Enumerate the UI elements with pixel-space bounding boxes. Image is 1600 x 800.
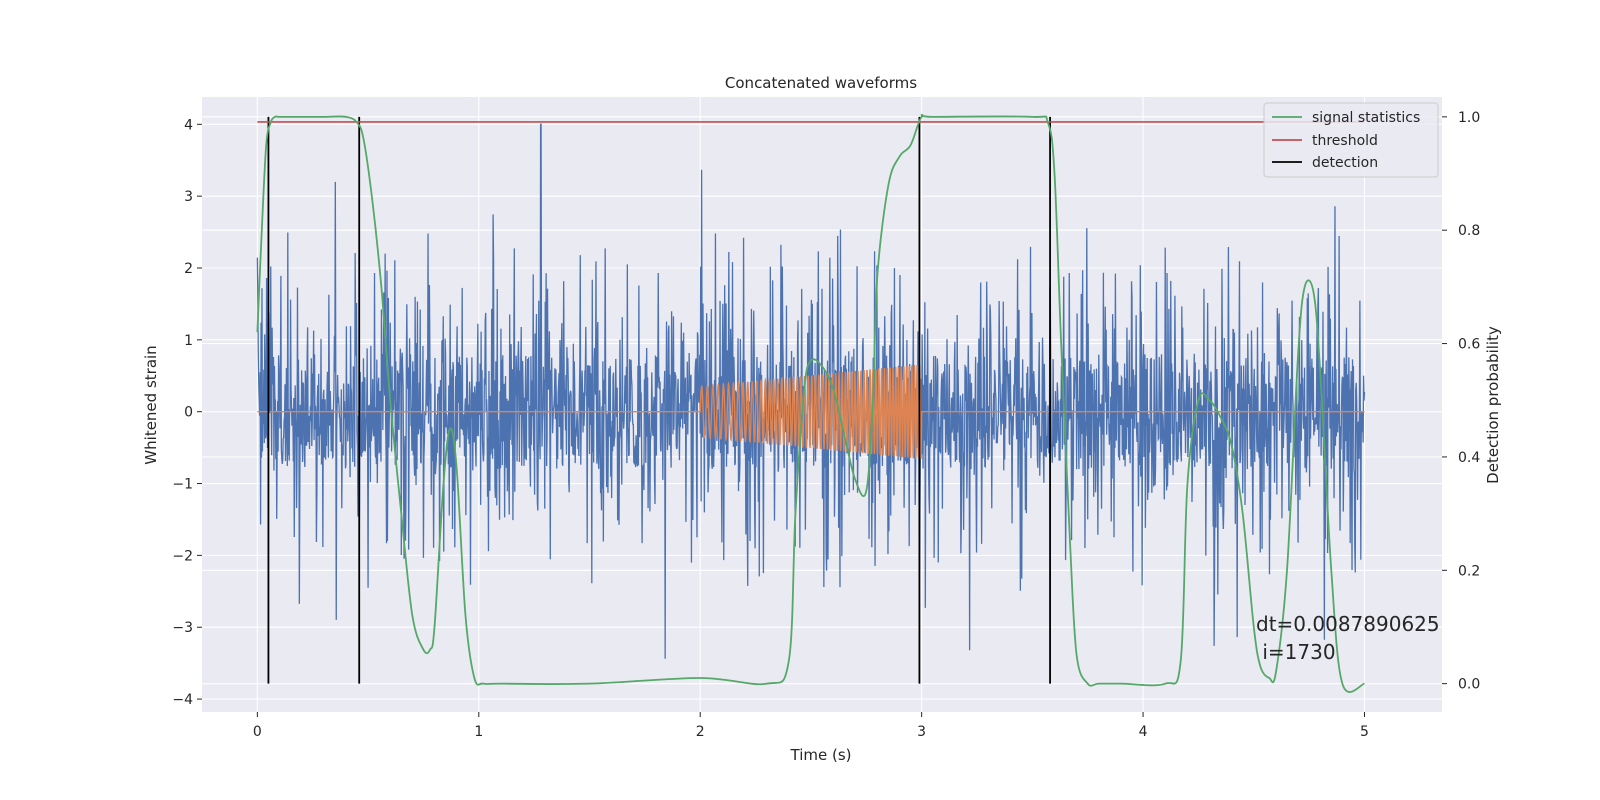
- annotation-index: i=1730: [1256, 640, 1336, 664]
- x-tick-label: 0: [253, 724, 262, 740]
- y-axis-ticks: −4 −3 −2 −1 0 1 2 3 4: [172, 117, 202, 708]
- legend-label-threshold: threshold: [1312, 133, 1378, 149]
- x-axis-label: Time (s): [790, 746, 852, 764]
- annotation-dt: dt=0.0087890625: [1256, 612, 1440, 636]
- legend: signal statistics threshold detection: [1263, 102, 1439, 178]
- legend-label-detection: detection: [1312, 155, 1378, 171]
- legend-box: [1263, 102, 1439, 178]
- y2-tick-label: 0.0: [1458, 677, 1480, 693]
- y-tick-label: 2: [184, 261, 193, 277]
- y2-axis-ticks: 0.0 0.2 0.4 0.6 0.8 1.0: [1442, 110, 1480, 693]
- x-tick-label: 4: [1139, 724, 1148, 740]
- y2-axis-label: Detection probability: [1484, 326, 1502, 484]
- y2-tick-label: 1.0: [1458, 110, 1480, 126]
- x-tick-label: 1: [474, 724, 483, 740]
- x-tick-label: 5: [1360, 724, 1369, 740]
- x-axis-ticks: 0 1 2 3 4 5: [253, 712, 1369, 740]
- signal-statistics-series: [256, 113, 1365, 693]
- noise-series: [256, 123, 1366, 659]
- legend-label-signal-statistics: signal statistics: [1312, 110, 1420, 126]
- y-axis-label: Whitened strain: [142, 345, 160, 464]
- y-tick-label: −1: [172, 477, 193, 493]
- x-tick-label: 2: [696, 724, 705, 740]
- x-tick-label: 3: [917, 724, 926, 740]
- template-line: [257, 364, 1365, 460]
- signal-statistics-line: [256, 113, 1365, 693]
- y2-tick-label: 0.8: [1458, 223, 1480, 239]
- y-tick-label: −2: [172, 548, 193, 564]
- y-tick-label: −4: [172, 692, 193, 708]
- detection-series: [267, 116, 1051, 684]
- y2-tick-label: 0.6: [1458, 337, 1480, 353]
- y-tick-label: 3: [184, 189, 193, 205]
- y2-tick-label: 0.2: [1458, 563, 1480, 579]
- noise-line: [256, 123, 1366, 659]
- y-tick-label: 0: [184, 405, 193, 421]
- chart-title: Concatenated waveforms: [725, 74, 917, 92]
- y-tick-label: 1: [184, 333, 193, 349]
- y-tick-label: −3: [172, 620, 193, 636]
- y2-tick-label: 0.4: [1458, 450, 1480, 466]
- template-series: [257, 364, 1365, 460]
- y-tick-label: 4: [184, 117, 193, 133]
